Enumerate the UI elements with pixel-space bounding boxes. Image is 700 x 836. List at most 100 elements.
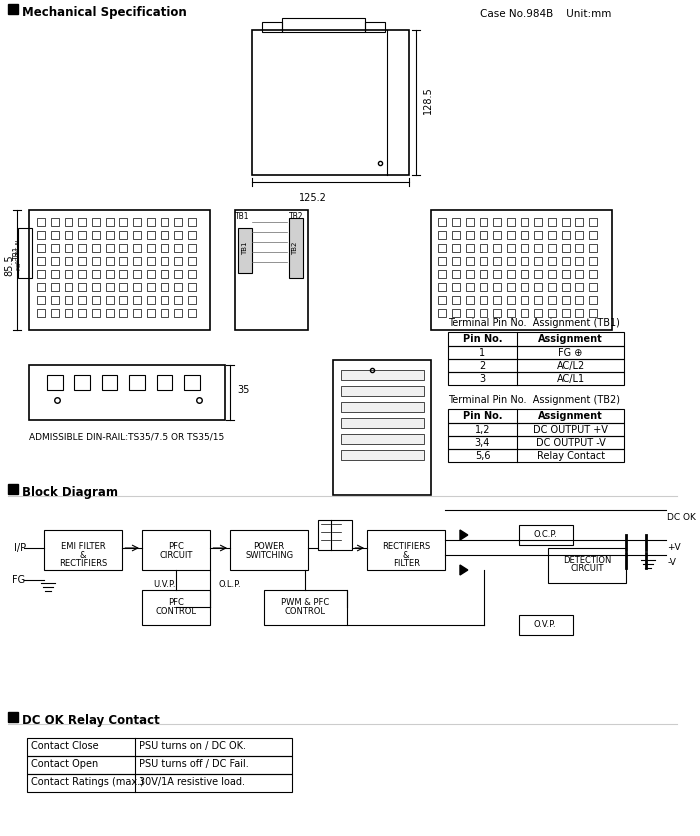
Bar — [575, 257, 583, 265]
Bar — [92, 244, 100, 252]
Bar — [341, 450, 424, 460]
Text: 3: 3 — [480, 374, 486, 384]
Text: U.V.P.: U.V.P. — [153, 580, 176, 589]
Bar — [589, 296, 597, 304]
Bar — [288, 218, 303, 278]
Bar — [106, 257, 113, 265]
Bar — [521, 244, 528, 252]
Bar — [562, 270, 570, 278]
Bar — [142, 590, 211, 625]
Bar — [74, 375, 90, 390]
Bar — [106, 218, 113, 226]
Bar — [448, 449, 624, 462]
Bar — [521, 309, 528, 317]
Bar — [27, 774, 292, 792]
Bar — [188, 283, 196, 291]
Bar — [160, 244, 168, 252]
Text: Block Diagram: Block Diagram — [22, 486, 118, 499]
Bar — [235, 210, 308, 330]
Bar — [120, 244, 127, 252]
Bar — [521, 231, 528, 239]
Bar — [448, 409, 624, 423]
Bar — [521, 257, 528, 265]
Bar — [174, 244, 182, 252]
Bar — [160, 296, 168, 304]
Bar — [51, 257, 59, 265]
Bar — [106, 283, 113, 291]
Bar — [534, 244, 542, 252]
Bar — [589, 270, 597, 278]
Bar — [44, 530, 122, 570]
Bar — [438, 296, 447, 304]
Text: TB1: TB1 — [235, 212, 249, 221]
Bar — [480, 283, 487, 291]
Text: POWER: POWER — [253, 542, 285, 551]
Bar — [494, 296, 501, 304]
Bar — [507, 296, 514, 304]
Text: 30V/1A resistive load.: 30V/1A resistive load. — [139, 777, 245, 787]
Bar — [507, 257, 514, 265]
Bar — [452, 257, 460, 265]
Bar — [282, 18, 365, 32]
Bar — [507, 309, 514, 317]
Text: TB1: TB1 — [241, 242, 248, 255]
Bar — [480, 218, 487, 226]
Bar — [51, 309, 59, 317]
Bar — [106, 296, 113, 304]
Text: Case No.984B    Unit:mm: Case No.984B Unit:mm — [480, 9, 611, 19]
Bar — [534, 231, 542, 239]
Bar — [160, 218, 168, 226]
Text: AC-L: AC-L — [16, 250, 21, 264]
Bar — [341, 386, 424, 396]
Bar — [51, 283, 59, 291]
Bar — [147, 257, 155, 265]
Text: Assignment: Assignment — [538, 411, 603, 421]
Bar — [448, 346, 624, 359]
Bar — [120, 270, 127, 278]
Bar — [174, 309, 182, 317]
Bar — [548, 244, 556, 252]
Text: FG: FG — [16, 262, 21, 271]
Bar — [160, 257, 168, 265]
Bar — [106, 270, 113, 278]
Bar — [562, 231, 570, 239]
Bar — [27, 756, 292, 774]
Bar — [332, 360, 430, 495]
Text: TB2: TB2 — [288, 212, 303, 221]
Bar — [562, 283, 570, 291]
Bar — [188, 309, 196, 317]
Bar — [466, 218, 474, 226]
Bar — [133, 218, 141, 226]
Bar — [341, 370, 424, 380]
Bar — [147, 231, 155, 239]
Bar — [521, 270, 528, 278]
Bar — [133, 270, 141, 278]
Text: 2: 2 — [480, 361, 486, 371]
Bar — [448, 423, 624, 436]
Bar — [430, 210, 612, 330]
Bar — [78, 309, 86, 317]
Text: Pin No.: Pin No. — [463, 411, 502, 421]
Bar — [452, 231, 460, 239]
Bar — [575, 218, 583, 226]
Bar — [562, 296, 570, 304]
Bar — [575, 283, 583, 291]
Bar — [341, 434, 424, 444]
Bar — [494, 257, 501, 265]
Bar — [548, 548, 626, 583]
Bar — [548, 309, 556, 317]
Bar — [174, 231, 182, 239]
Bar — [37, 231, 45, 239]
Text: 5,6: 5,6 — [475, 451, 490, 461]
Bar — [133, 257, 141, 265]
Bar — [230, 530, 308, 570]
Bar — [438, 270, 447, 278]
Bar — [466, 244, 474, 252]
Bar — [106, 244, 113, 252]
Bar — [575, 309, 583, 317]
Bar — [133, 231, 141, 239]
Bar — [78, 218, 86, 226]
Bar — [548, 231, 556, 239]
Text: 3,4: 3,4 — [475, 438, 490, 448]
Text: Contact Open: Contact Open — [32, 759, 99, 769]
